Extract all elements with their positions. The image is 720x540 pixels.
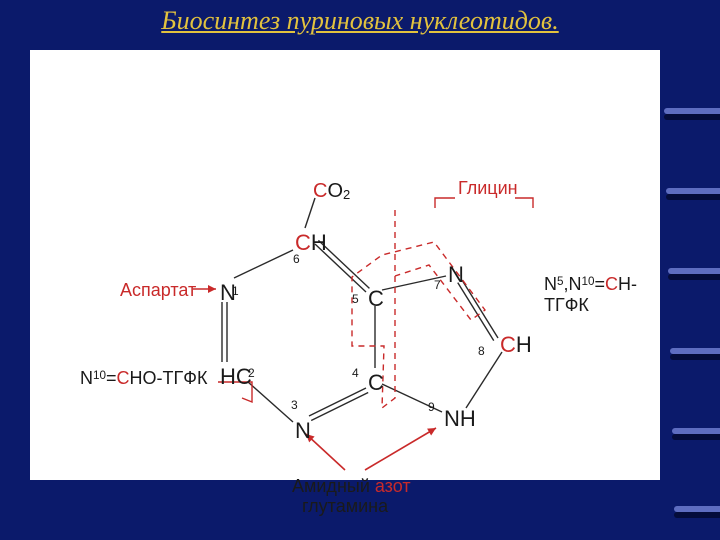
atom-c2: HC: [220, 364, 252, 390]
annotation-glutamine1: Амидный азот: [292, 476, 411, 497]
atom-number-c4: 4: [352, 366, 359, 380]
diagram-panel: N1HC2N3C4C5CH6N7CH8NH9CO2ГлицинАспартатА…: [30, 50, 660, 480]
atom-c8: CH: [500, 332, 532, 358]
atom-number-c2: 2: [248, 366, 255, 380]
atom-number-n7: 7: [434, 278, 441, 292]
atom-number-c8: 8: [478, 344, 485, 358]
atom-number-n3: 3: [291, 398, 298, 412]
atom-number-c6: 6: [293, 252, 300, 266]
atom-number-n1: 1: [232, 284, 239, 298]
atom-number-n9: 9: [428, 400, 435, 414]
annotation-aspartate: Аспартат: [120, 280, 196, 301]
annotation-thf_c2: N10=CHO-ТГФК: [80, 368, 207, 389]
atom-c5: C: [368, 286, 384, 312]
atom-c4: C: [368, 370, 384, 396]
atom-n9: NH: [444, 406, 476, 432]
annotation-glycine: Глицин: [458, 178, 518, 199]
atom-number-c5: 5: [352, 292, 359, 306]
atom-n7: N: [448, 262, 464, 288]
annotation-thf_c8: N5,N10=CH-ТГФК: [544, 274, 660, 316]
slide-title: Биосинтез пуриновых нуклеотидов.: [0, 6, 720, 36]
annotation-glutamine1-line2: глутамина: [302, 496, 388, 517]
atom-co2: CO2: [313, 180, 350, 203]
atom-n3: N: [295, 418, 311, 444]
